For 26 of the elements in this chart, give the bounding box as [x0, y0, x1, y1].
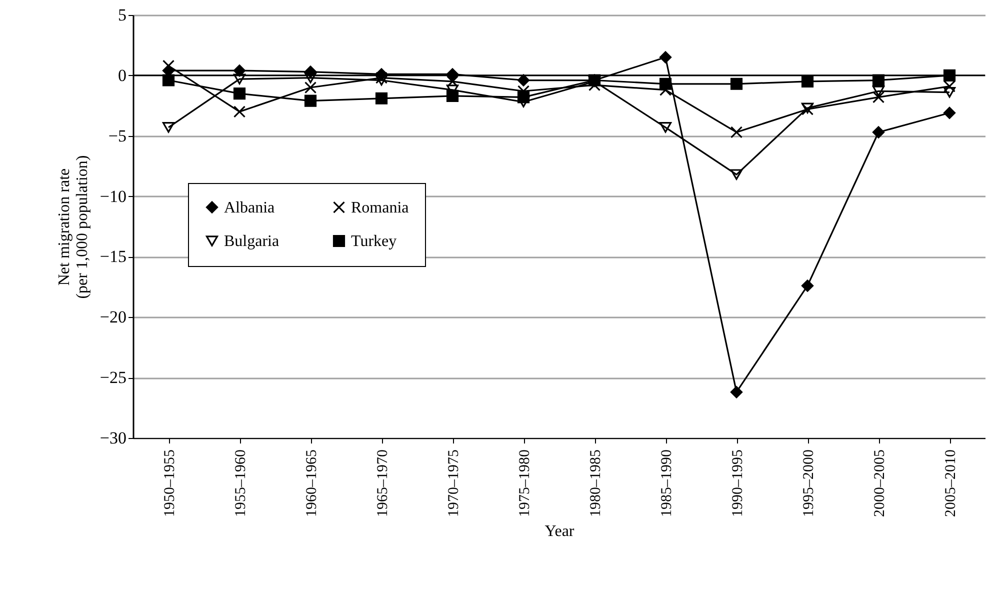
y-tick-label: 0	[118, 66, 126, 85]
legend-label: Albania	[224, 199, 275, 216]
y-tick-label: −15	[100, 247, 126, 266]
x-tick-label: 1975–1980	[517, 450, 533, 517]
legend-label: Turkey	[351, 233, 397, 250]
y-axis-title: Net migration rate (per 1,000 population)	[56, 155, 91, 299]
x-axis-title: Year	[544, 523, 575, 540]
x-tick-label: 2000–2005	[872, 450, 888, 517]
x-tick-label: 1965–1970	[375, 450, 391, 517]
x-tick-label: 1985–1990	[659, 450, 675, 517]
x-tick-label: 1970–1975	[446, 450, 462, 517]
x-tick-label: 1980–1985	[588, 450, 604, 517]
y-tick-label: −20	[100, 308, 126, 327]
x-tick-label: 1995–2000	[801, 450, 817, 517]
x-tick-label: 1960–1965	[304, 450, 320, 517]
legend-label: Bulgaria	[224, 233, 280, 250]
y-tick-label: −10	[100, 186, 126, 206]
x-tick-label: 1990–1995	[730, 450, 746, 517]
legend-label: Romania	[351, 199, 409, 216]
y-tick-label: −25	[100, 368, 126, 388]
x-tick-label: 1950–1955	[162, 450, 178, 517]
y-tick-label: −5	[108, 126, 126, 146]
y-tick-label: 5	[118, 6, 126, 24]
y-tick-label: −30	[100, 428, 126, 448]
x-tick-label: 2005–2010	[943, 450, 959, 517]
x-tick-label: 1955–1960	[233, 450, 249, 517]
